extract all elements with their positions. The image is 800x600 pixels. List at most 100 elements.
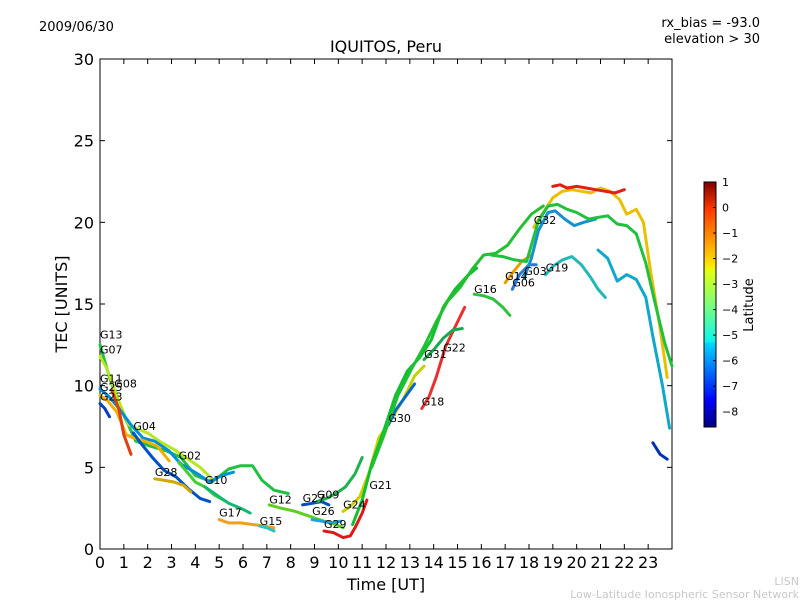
colorbar-tick-label: −1 bbox=[722, 227, 738, 240]
credit-lisn: LISN bbox=[774, 575, 799, 588]
series-trace-g04 bbox=[131, 431, 212, 504]
x-tick-label: 1 bbox=[119, 553, 129, 572]
plot-frame bbox=[99, 58, 673, 550]
prn-label-g14: G14 bbox=[505, 270, 528, 283]
prn-label-g13: G13 bbox=[100, 329, 123, 342]
series-trace-unlabeled-32 bbox=[651, 441, 669, 461]
prn-label-g19: G19 bbox=[546, 262, 569, 275]
x-axis: 0 1 2 3 4 5 6 7 8 9 10 11 12 13 14 15 16 17 18 19 20 21 22 23 bbox=[95, 59, 658, 572]
colorbar-tick-label: −6 bbox=[722, 355, 738, 368]
colorbar-tick-label: −3 bbox=[722, 278, 738, 291]
x-tick-label: 19 bbox=[543, 553, 563, 572]
x-tick-label: 3 bbox=[166, 553, 176, 572]
colorbar-tick-label: 1 bbox=[722, 176, 729, 189]
x-tick-label: 21 bbox=[590, 553, 610, 572]
colorbar-tick-label: −7 bbox=[722, 380, 738, 393]
x-tick-label: 4 bbox=[190, 553, 200, 572]
colorbar-tick-label: −8 bbox=[722, 406, 738, 419]
series-layer bbox=[98, 183, 674, 540]
y-tick-label: 30 bbox=[74, 50, 94, 69]
y-tick-label: 15 bbox=[74, 295, 94, 314]
date-label: 2009/06/30 bbox=[39, 20, 114, 35]
series-trace-g16 bbox=[472, 292, 512, 317]
series-trace-unlabeled-29 bbox=[551, 183, 626, 195]
x-tick-label: 17 bbox=[495, 553, 515, 572]
x-tick-label: 13 bbox=[400, 553, 420, 572]
y-tick-label: 10 bbox=[74, 377, 94, 396]
x-tick-label: 23 bbox=[638, 553, 658, 572]
prn-label-g15: G15 bbox=[260, 515, 283, 528]
series-trace-g28 bbox=[153, 477, 193, 494]
series-trace-g22 bbox=[370, 204, 545, 469]
colorbar: 1 0 −1 −2 −3 −4 −5 −6 −7 −8 Latitude bbox=[703, 176, 757, 428]
colorbar-tick-label: −5 bbox=[722, 329, 738, 342]
series-trace-g24 bbox=[341, 364, 426, 513]
colorbar-ticks: 1 0 −1 −2 −3 −4 −5 −6 −7 −8 bbox=[713, 176, 738, 419]
x-tick-label: 16 bbox=[471, 553, 491, 572]
series-trace-g07 bbox=[98, 354, 214, 481]
x-tick-label: 6 bbox=[238, 553, 248, 572]
x-tick-label: 15 bbox=[447, 553, 467, 572]
series-trace-g09 bbox=[315, 456, 364, 504]
prn-label-g25: G25 bbox=[100, 381, 123, 394]
prn-label-g17: G17 bbox=[219, 507, 242, 520]
series-trace-g32 bbox=[532, 186, 669, 379]
x-tick-label: 5 bbox=[214, 553, 224, 572]
x-tick-label: 9 bbox=[309, 553, 319, 572]
x-tick-label: 2 bbox=[143, 553, 153, 572]
prn-label-g11: G11 bbox=[100, 373, 123, 386]
x-tick-label: 14 bbox=[423, 553, 443, 572]
series-trace-g19 bbox=[544, 255, 607, 299]
prn-label-g10: G10 bbox=[205, 474, 228, 487]
series-trace-g08 bbox=[110, 389, 133, 456]
series-trace-g31 bbox=[422, 327, 464, 361]
prn-label-g03: G03 bbox=[524, 265, 547, 278]
prn-label-g22: G22 bbox=[443, 342, 466, 355]
x-tick-label: 10 bbox=[328, 553, 348, 572]
prn-label-g27: G27 bbox=[303, 492, 326, 505]
prn-label-g02: G02 bbox=[179, 449, 202, 462]
prn-label-g26: G26 bbox=[312, 505, 335, 518]
series-trace-unlabeled-31 bbox=[596, 248, 672, 430]
prn-label-g31: G31 bbox=[424, 348, 447, 361]
prn-label-g12: G12 bbox=[269, 494, 292, 507]
prn-label-g18: G18 bbox=[422, 396, 445, 409]
y-tick-label: 5 bbox=[84, 458, 94, 477]
credit-network: Low-Latitude Ionospheric Sensor Network bbox=[570, 588, 799, 600]
prn-label-g04: G04 bbox=[133, 420, 156, 433]
x-tick-label: 11 bbox=[352, 553, 372, 572]
series-trace-g30 bbox=[386, 382, 417, 427]
x-tick-label: 18 bbox=[519, 553, 539, 572]
prn-label-g28: G28 bbox=[155, 466, 178, 479]
colorbar-tick-label: −4 bbox=[722, 304, 738, 317]
series-trace-g10 bbox=[203, 485, 252, 515]
colorbar-tick-label: 0 bbox=[722, 202, 729, 215]
series-trace-g06 bbox=[510, 263, 538, 291]
prn-label-g23: G23 bbox=[100, 391, 123, 404]
x-tick-label: 12 bbox=[376, 553, 396, 572]
prn-label-g08: G08 bbox=[114, 378, 137, 391]
series-trace-g15 bbox=[258, 524, 276, 533]
colorbar-label: Latitude bbox=[742, 278, 757, 332]
prn-label-g32: G32 bbox=[534, 214, 557, 227]
y-axis-label: TEC [UNITS] bbox=[52, 256, 71, 354]
prn-label-g16: G16 bbox=[474, 283, 497, 296]
x-tick-label: 8 bbox=[286, 553, 296, 572]
x-tick-label: 20 bbox=[566, 553, 586, 572]
series-trace-g29 bbox=[322, 498, 369, 540]
series-trace-unlabeled-30 bbox=[489, 202, 674, 368]
y-tick-label: 0 bbox=[84, 540, 94, 559]
series-trace-g26 bbox=[310, 518, 343, 525]
rx-bias-label: rx_bias = -93.0 bbox=[661, 16, 760, 31]
chart-title: IQUITOS, Peru bbox=[330, 37, 442, 56]
x-axis-label: Time [UT] bbox=[346, 575, 425, 594]
elevation-label: elevation > 30 bbox=[664, 32, 760, 47]
x-tick-label: 0 bbox=[95, 553, 105, 572]
y-tick-label: 20 bbox=[74, 213, 94, 232]
colorbar-gradient bbox=[703, 181, 717, 428]
x-tick-label: 22 bbox=[614, 553, 634, 572]
prn-label-g07: G07 bbox=[100, 343, 123, 356]
series-trace-g23 bbox=[98, 402, 111, 419]
y-tick-label: 25 bbox=[74, 132, 94, 151]
